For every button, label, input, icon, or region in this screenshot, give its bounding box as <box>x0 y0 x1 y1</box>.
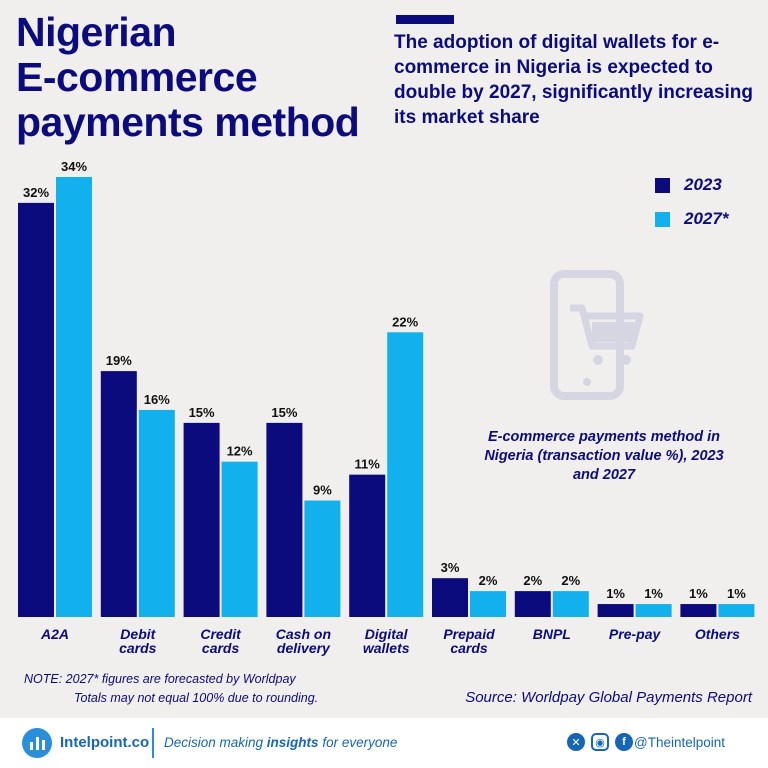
bar-2023-4 <box>349 474 386 617</box>
tagline-bold: insights <box>266 735 319 750</box>
category-label-0: A2A <box>40 626 69 642</box>
tagline-pre: Decision making <box>164 735 267 750</box>
category-label-2: Credit cards <box>200 626 242 656</box>
bar-2023-2 <box>183 422 220 617</box>
category-label-1: Debit cards <box>119 626 157 656</box>
bar-2027-4 <box>387 332 424 617</box>
legend-swatch-2023 <box>655 177 670 193</box>
category-label-5: Prepaid cards <box>443 626 495 656</box>
brand-name[interactable]: Intelpoint.co <box>60 734 150 751</box>
bar-2027-2 <box>221 461 258 617</box>
legend-item-2027: 2027* <box>655 202 728 236</box>
page-title: Nigerian E-commerce payments method <box>16 9 360 145</box>
value-label-2027-5: 2% <box>479 573 498 588</box>
footnote-line-2: Totals may not equal 100% due to roundin… <box>74 691 319 705</box>
chart-legend: 2023 2027* <box>655 168 728 236</box>
bar-2027-1 <box>138 409 175 617</box>
bar-2023-7 <box>597 604 634 617</box>
value-label-2023-8: 1% <box>689 586 708 601</box>
tagline: Decision making insights for everyone <box>164 735 397 750</box>
legend-label-2027: 2027* <box>684 209 729 228</box>
bar-2027-3 <box>304 500 341 617</box>
value-label-2023-1: 19% <box>106 353 132 368</box>
bar-2023-6 <box>514 591 551 617</box>
bar-2023-1 <box>100 371 137 617</box>
bar-2023-8 <box>680 604 717 617</box>
value-label-2027-2: 12% <box>227 444 253 459</box>
value-label-2023-7: 1% <box>606 586 625 601</box>
bar-2027-0 <box>56 177 92 617</box>
bar-2027-8 <box>718 604 755 617</box>
footnote: NOTE: 2027* figures are forecasted by Wo… <box>24 670 384 708</box>
category-label-7: Pre-pay <box>609 626 662 642</box>
bar-2023-5 <box>432 578 468 617</box>
social-links: ✕ ◉ f <box>567 733 633 751</box>
footnote-line-1: NOTE: 2027* figures are forecasted by Wo… <box>24 672 296 686</box>
category-label-6: BNPL <box>533 626 571 642</box>
mobile-shopping-icon <box>550 270 644 400</box>
category-label-4: Digital wallets <box>363 626 410 656</box>
bar-2023-0 <box>18 202 54 617</box>
value-label-2027-6: 2% <box>561 573 580 588</box>
value-label-2027-7: 1% <box>644 586 663 601</box>
footer-bar: Intelpoint.co Decision making insights f… <box>0 718 768 768</box>
tagline-post: for everyone <box>318 735 398 750</box>
bar-2027-5 <box>470 591 506 617</box>
social-handle[interactable]: @Theintelpoint <box>634 735 726 750</box>
instagram-icon[interactable]: ◉ <box>591 733 609 751</box>
chart-caption: E-commerce payments method in Nigeria (t… <box>484 429 724 483</box>
value-label-2023-6: 2% <box>523 573 542 588</box>
category-label-8: Others <box>695 626 740 642</box>
value-label-2023-2: 15% <box>189 405 215 420</box>
footer-divider <box>152 728 154 758</box>
legend-label-2023: 2023 <box>684 175 722 194</box>
legend-swatch-2027 <box>655 211 670 227</box>
value-label-2023-4: 11% <box>355 457 381 472</box>
bar-2027-6 <box>552 591 589 617</box>
value-label-2027-3: 9% <box>313 483 332 498</box>
brand-logo-icon[interactable] <box>22 728 52 758</box>
facebook-icon[interactable]: f <box>615 733 633 751</box>
value-label-2023-5: 3% <box>441 560 460 575</box>
value-label-2027-8: 1% <box>727 586 746 601</box>
accent-bar <box>396 15 454 24</box>
value-label-2027-1: 16% <box>144 392 170 407</box>
source-note: Source: Worldpay Global Payments Report <box>465 689 752 706</box>
legend-item-2023: 2023 <box>655 168 728 202</box>
bar-2027-7 <box>635 604 672 617</box>
x-icon[interactable]: ✕ <box>567 733 585 751</box>
value-label-2023-0: 32% <box>23 185 49 200</box>
value-label-2027-4: 22% <box>392 314 418 329</box>
bar-2023-3 <box>266 422 303 617</box>
category-label-3: Cash on delivery <box>276 626 331 656</box>
subtitle: The adoption of digital wallets for e-co… <box>394 32 753 128</box>
value-label-2027-0: 34% <box>61 159 87 174</box>
value-label-2023-3: 15% <box>271 405 297 420</box>
